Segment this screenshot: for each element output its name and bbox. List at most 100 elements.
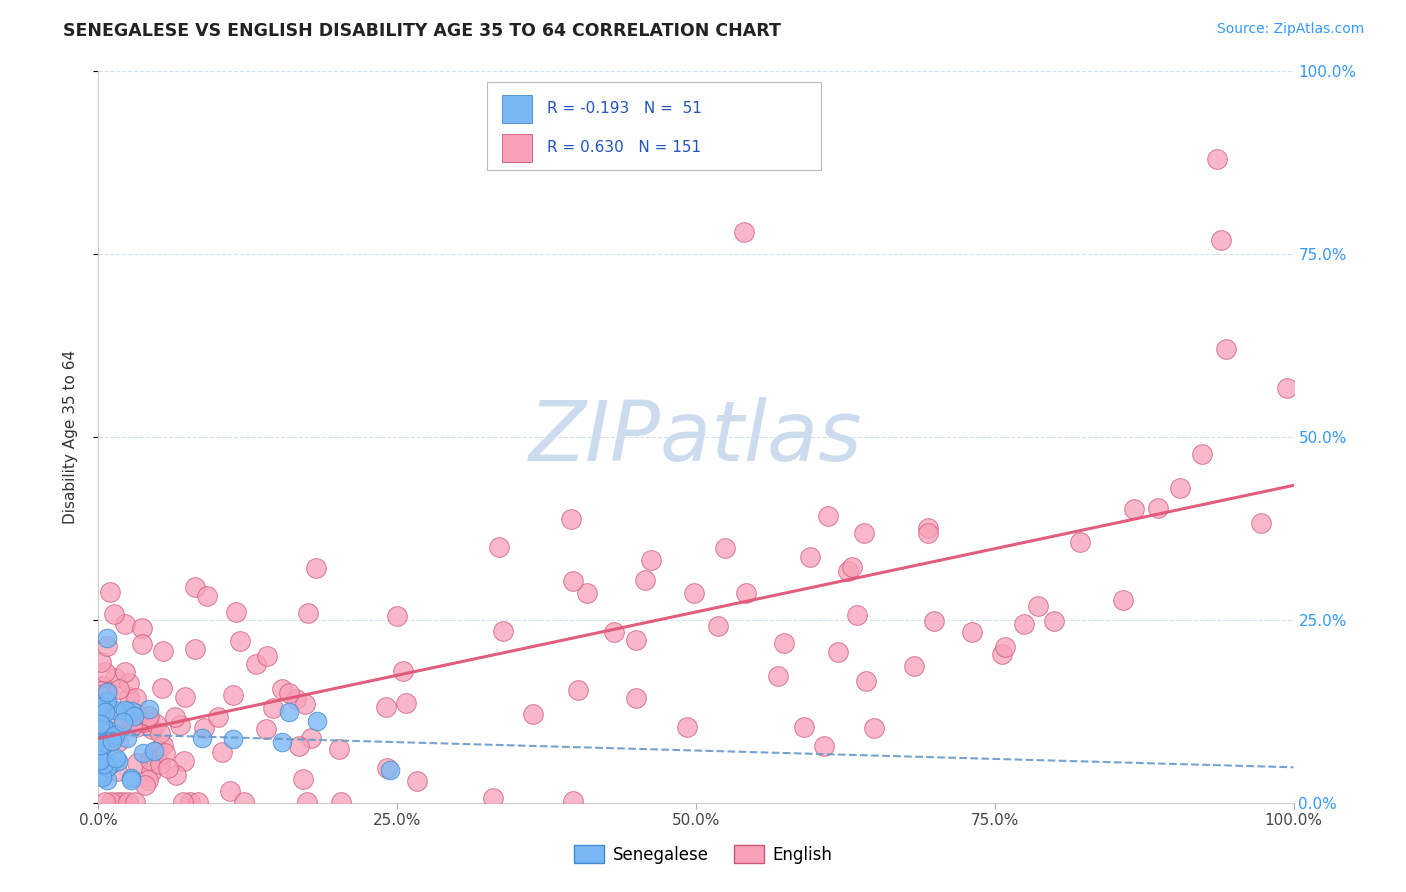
Point [1069, 535, 1091, 549]
Point [305, 714, 328, 728]
Point [245, 657, 267, 672]
Point [149, 726, 172, 740]
Point [917, 521, 939, 535]
Point [93, 757, 115, 772]
Point [138, 708, 160, 723]
Point [136, 709, 159, 723]
Point [115, 731, 138, 746]
Point [165, 710, 187, 724]
Point [218, 784, 240, 798]
Point [134, 778, 156, 792]
Point [991, 647, 1014, 661]
Point [624, 633, 647, 648]
Point [294, 697, 316, 711]
Point [406, 774, 429, 789]
Point [793, 720, 815, 734]
Point [634, 573, 657, 587]
Point [1026, 599, 1049, 613]
Legend: Senegalese, English: Senegalese, English [568, 838, 838, 871]
Point [132, 746, 155, 760]
Point [256, 648, 278, 663]
Point [108, 712, 131, 726]
Point [1211, 233, 1233, 247]
Point [713, 541, 735, 555]
Point [139, 754, 162, 768]
Point [149, 756, 172, 771]
Point [100, 756, 122, 771]
Point [90, 683, 112, 698]
Text: R = 0.630   N = 151: R = 0.630 N = 151 [547, 140, 700, 155]
Point [153, 746, 176, 760]
Point [100, 795, 122, 809]
Point [169, 717, 191, 731]
Point [150, 681, 173, 695]
Point [96, 631, 118, 645]
Point [1014, 617, 1036, 632]
Point [1215, 343, 1237, 357]
Point [120, 771, 142, 785]
Point [562, 794, 585, 808]
Point [101, 731, 124, 745]
Point [118, 676, 141, 690]
Point [862, 721, 884, 735]
Point [124, 795, 146, 809]
Point [1168, 482, 1191, 496]
Point [157, 762, 180, 776]
Point [98, 724, 121, 739]
Point [375, 700, 398, 714]
Point [676, 720, 699, 734]
FancyBboxPatch shape [486, 82, 821, 170]
Point [90, 706, 112, 720]
Point [118, 690, 141, 705]
Point [94, 705, 117, 719]
Point [121, 719, 143, 733]
Point [89, 742, 111, 756]
Point [492, 624, 515, 638]
Text: ZIPatlas: ZIPatlas [529, 397, 863, 477]
Point [94, 665, 117, 679]
Point [207, 710, 229, 724]
Point [567, 683, 589, 698]
Point [855, 673, 877, 688]
Point [145, 717, 167, 731]
Point [813, 739, 835, 754]
Point [141, 722, 163, 736]
Point [683, 586, 706, 600]
Point [799, 550, 821, 565]
Point [172, 795, 194, 809]
Point [107, 754, 129, 768]
Point [378, 763, 401, 777]
Point [375, 761, 398, 775]
Point [94, 795, 117, 809]
Point [827, 644, 849, 658]
Point [1112, 592, 1135, 607]
Point [127, 756, 149, 770]
Point [114, 617, 136, 632]
Point [173, 755, 195, 769]
Point [922, 614, 945, 628]
Point [228, 634, 250, 648]
Point [297, 795, 319, 809]
Point [262, 700, 284, 714]
Point [89, 710, 111, 724]
Point [1250, 516, 1272, 530]
Point [146, 743, 169, 757]
Point [94, 696, 117, 710]
Text: Source: ZipAtlas.com: Source: ZipAtlas.com [1216, 22, 1364, 37]
Point [482, 791, 505, 805]
Point [603, 624, 626, 639]
Point [626, 691, 648, 706]
Point [96, 684, 118, 698]
Point [917, 526, 939, 541]
Bar [502, 134, 533, 161]
Point [221, 731, 243, 746]
Point [773, 636, 796, 650]
Point [152, 643, 174, 657]
Point [254, 722, 277, 736]
Point [297, 606, 319, 620]
Point [89, 753, 111, 767]
Point [96, 639, 118, 653]
Point [90, 771, 112, 785]
Point [127, 707, 149, 722]
Point [89, 745, 111, 759]
